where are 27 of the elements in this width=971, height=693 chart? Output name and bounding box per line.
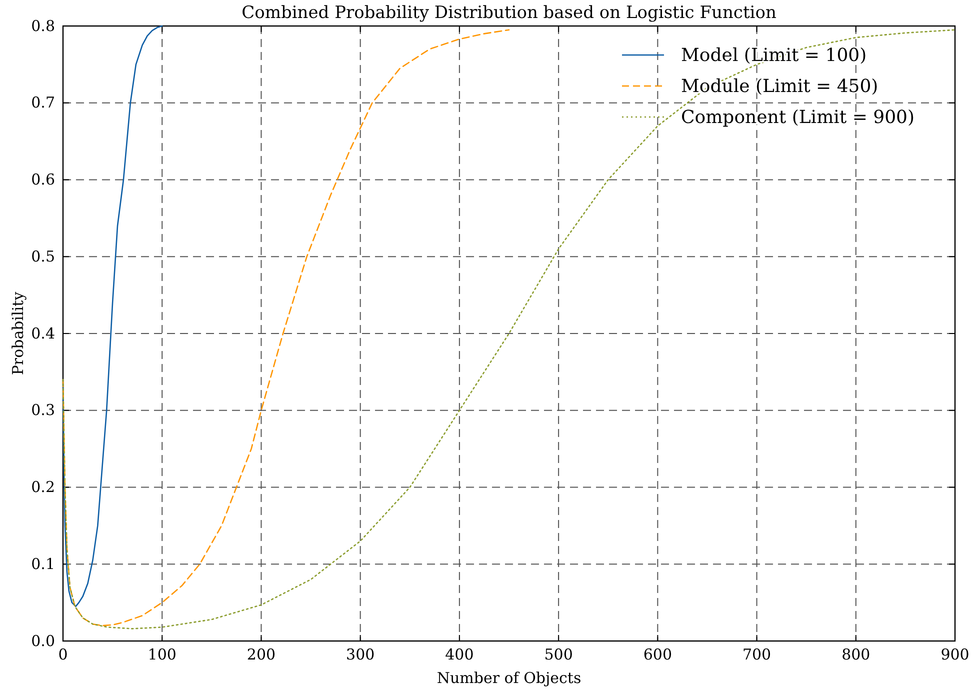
chart-title: Combined Probability Distribution based on Logistic Function [242, 3, 776, 23]
x-tick-label: 300 [346, 646, 375, 664]
y-tick-label: 0.8 [31, 16, 55, 35]
x-tick-label: 0 [58, 646, 68, 664]
x-tick-label: 100 [148, 646, 176, 664]
y-axis-title: Probability [9, 291, 27, 376]
x-tick-label: 900 [940, 646, 970, 664]
y-tick-label: 0.3 [31, 401, 55, 420]
line-series [62, 29, 956, 630]
y-tick-label: 0.4 [31, 324, 55, 342]
x-tick-label: 600 [643, 646, 672, 664]
x-tick-label: 700 [742, 646, 772, 664]
legend-label: Component (Limit = 900) [681, 107, 915, 128]
x-tick-label: 200 [246, 646, 276, 664]
x-tick-label: 800 [842, 646, 870, 664]
y-tick-label: 0.1 [31, 554, 55, 573]
y-tick-label: 0.2 [31, 478, 55, 496]
y-tick-label: 0.7 [31, 94, 55, 112]
x-axis-title: Number of Objects [436, 669, 582, 687]
x-tick-label: 500 [544, 646, 573, 664]
y-tick-label: 0.6 [31, 170, 55, 189]
x-tick-label: 400 [445, 646, 474, 664]
line-series [62, 25, 163, 608]
y-tick-label: 0.0 [31, 632, 55, 650]
legend-label: Module (Limit = 450) [681, 76, 878, 97]
y-tick-label: 0.5 [31, 247, 55, 266]
line-series [62, 29, 510, 626]
